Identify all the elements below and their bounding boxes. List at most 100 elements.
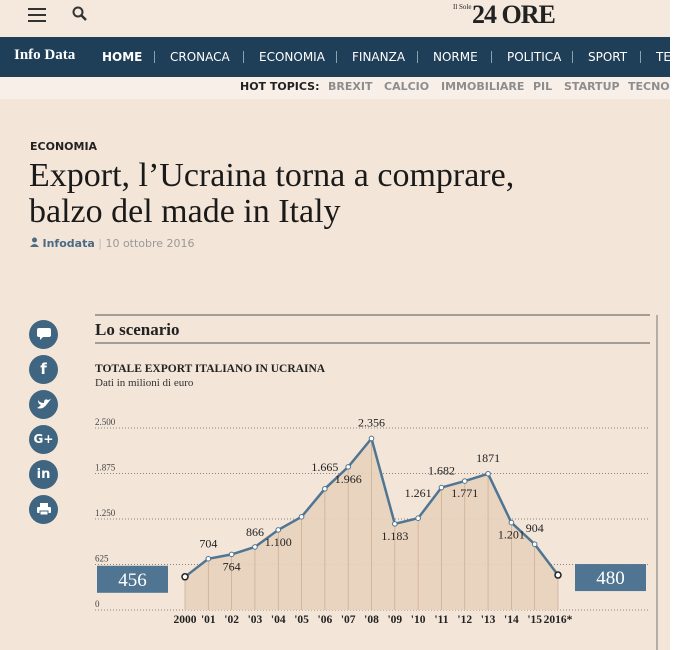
nav-item[interactable]: CRONACA xyxy=(170,50,230,64)
value-label: 1.201 xyxy=(498,528,525,542)
point xyxy=(438,484,445,491)
x-tick-label: '11 xyxy=(434,614,448,626)
y-tick-label: 0 xyxy=(95,599,100,609)
point xyxy=(415,515,421,521)
y-tick-label: 1.250 xyxy=(95,508,116,518)
share-icon[interactable]: G+ xyxy=(29,425,58,454)
chart-heading: Lo scenario xyxy=(95,320,180,339)
point xyxy=(228,551,235,558)
hot-topic[interactable]: BREXIT xyxy=(328,80,373,93)
value-label: 1.261 xyxy=(405,486,432,500)
share-icon[interactable]: f xyxy=(29,355,58,384)
x-tick-label: '09 xyxy=(387,614,402,626)
value-label: 866 xyxy=(246,525,264,539)
point xyxy=(322,485,328,492)
x-tick-label: '03 xyxy=(248,614,263,626)
nav-item[interactable]: POLITICA xyxy=(507,50,562,64)
y-tick-label: 2.500 xyxy=(95,417,116,427)
nav-separator xyxy=(491,51,492,63)
section[interactable]: ECONOMIA xyxy=(30,140,98,153)
x-tick-label: '15 xyxy=(527,614,542,626)
point xyxy=(531,541,538,547)
twitter-icon[interactable] xyxy=(29,390,58,419)
hot-topic[interactable]: STARTUP xyxy=(564,80,620,93)
point xyxy=(392,521,398,527)
point xyxy=(485,470,491,477)
y-tick-label: 625 xyxy=(95,554,109,564)
headline-line: balzo del made in Italy xyxy=(29,193,341,230)
hot-topic[interactable]: TECNO xyxy=(628,80,670,93)
top-bar: Il Sole 24 ORE xyxy=(0,0,670,37)
point xyxy=(368,435,375,442)
x-tick-label: 2016* xyxy=(544,614,573,626)
x-tick-label: '12 xyxy=(457,614,472,626)
chart-title: TOTALE EXPORT ITALIANO IN UCRAINA xyxy=(95,363,326,375)
hot-topic[interactable]: IMMOBILIARE xyxy=(441,80,525,93)
x-tick-label: '06 xyxy=(318,614,333,626)
x-tick-label: '10 xyxy=(411,614,426,626)
nav-separator xyxy=(417,51,418,63)
logo[interactable]: 24 ORE xyxy=(472,0,556,29)
hot-label: HOT TOPICS: xyxy=(240,80,320,93)
x-tick-label: 2000 xyxy=(174,614,197,626)
headline: Export, l’Ucraina torna a comprare, balz… xyxy=(29,158,514,230)
value-label: 1.100 xyxy=(265,535,292,549)
point xyxy=(275,527,282,533)
x-tick-label: '14 xyxy=(504,614,519,626)
author[interactable]: Infodata xyxy=(42,237,95,250)
point xyxy=(181,573,189,581)
nav-separator xyxy=(640,51,641,63)
chart-subtitle: Dati in milioni di euro xyxy=(95,377,194,389)
print-icon[interactable] xyxy=(29,495,58,524)
nav-item[interactable]: SPORT xyxy=(588,50,628,64)
value-label: 704 xyxy=(199,537,217,551)
point xyxy=(461,478,468,484)
point xyxy=(252,544,258,550)
value-label: 1.665 xyxy=(311,460,338,474)
share-icon[interactable]: in xyxy=(29,460,58,489)
x-tick-label: '13 xyxy=(481,614,496,626)
side-strip xyxy=(670,0,689,650)
brand[interactable]: Info Data xyxy=(14,47,76,63)
hot-topic[interactable]: PIL xyxy=(533,80,553,93)
x-tick-label: '07 xyxy=(341,614,356,626)
author-icon xyxy=(30,237,39,247)
x-tick-label: '08 xyxy=(364,614,379,626)
hot-topic[interactable]: CALCIO xyxy=(384,80,430,93)
value-box xyxy=(575,564,646,592)
value-label: 1.682 xyxy=(428,464,455,478)
date: 10 ottobre 2016 xyxy=(105,237,195,250)
value-label: 1871 xyxy=(476,451,500,465)
comment-icon[interactable] xyxy=(29,320,58,349)
value-label: 480 xyxy=(596,568,625,589)
point xyxy=(205,555,212,562)
x-tick-label: '04 xyxy=(271,614,286,626)
hot-topics: HOT TOPICS: BREXIT CALCIO IMMOBILIARE PIL ST… xyxy=(0,77,670,99)
nav-separator xyxy=(243,51,244,63)
value-label: 1.771 xyxy=(451,486,478,500)
nav-separator xyxy=(572,51,573,63)
nav-item[interactable]: ECONOMIA xyxy=(259,50,325,64)
nav-item[interactable]: FINANZA xyxy=(352,50,406,64)
nav-item[interactable]: NORME xyxy=(433,50,478,64)
value-label: 764 xyxy=(223,559,241,573)
menu-icon[interactable] xyxy=(28,8,46,22)
logo-small: Il Sole xyxy=(453,3,472,11)
point xyxy=(508,519,515,526)
x-tick-label: '02 xyxy=(224,614,239,626)
headline-line: Export, l’Ucraina torna a comprare, xyxy=(29,157,515,194)
x-tick-label: '05 xyxy=(294,614,309,626)
value-label: 456 xyxy=(118,570,147,591)
byline: Infodata | 10 ottobre 2016 xyxy=(30,237,195,250)
nav-item[interactable]: HOME xyxy=(102,50,143,64)
value-label: 904 xyxy=(526,521,544,535)
chart: Lo scenario TOTALE EXPORT ITALIANO IN UC… xyxy=(95,314,658,650)
nav-item[interactable]: TEC xyxy=(656,50,670,64)
value-label: 1.966 xyxy=(335,472,362,486)
point xyxy=(554,571,562,579)
search-icon[interactable] xyxy=(72,6,88,22)
nav-separator xyxy=(154,51,155,63)
value-label: 1.183 xyxy=(381,529,408,543)
value-box xyxy=(97,565,168,593)
